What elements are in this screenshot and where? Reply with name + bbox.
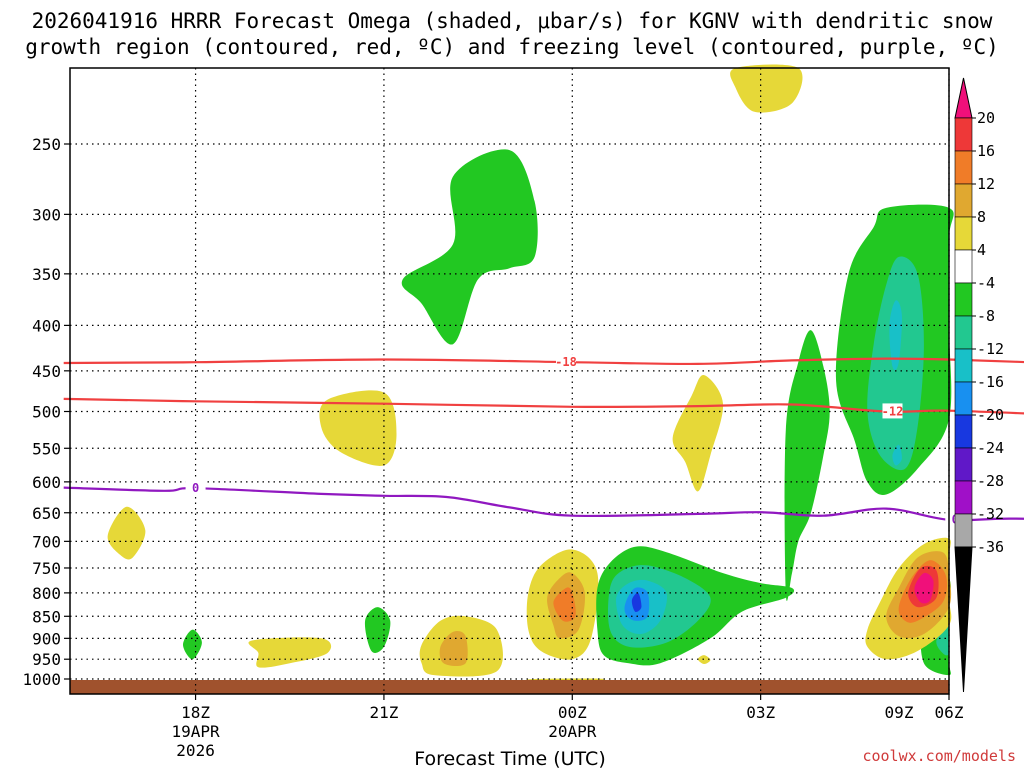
colorbar-segment-5 xyxy=(954,282,973,317)
colorbar-segment-9 xyxy=(954,414,973,449)
colorbar-label-10: -24 xyxy=(977,439,1004,457)
cyan-column-lower xyxy=(892,444,902,466)
colorbar-label-0: 20 xyxy=(977,109,995,127)
yellow-top-center xyxy=(730,64,803,113)
dgz-minus18-line xyxy=(63,357,1024,366)
ytick-label-1000: 1000 xyxy=(22,670,61,689)
colorbar-segment-2 xyxy=(954,183,973,218)
colorbar-segment-10 xyxy=(954,447,973,482)
dgz-minus18-label-bg-0 xyxy=(556,354,577,370)
yellow-small-bottom xyxy=(697,655,711,665)
colorbar-segment-11 xyxy=(954,480,973,515)
y-axis: 250 300 350 400 450 500 550 600 650 700 750 800 850 9… xyxy=(22,135,70,689)
colorbar-segment-1 xyxy=(954,150,973,185)
green-small-lower-left xyxy=(183,629,202,660)
ytick-label-800: 800 xyxy=(32,584,61,603)
colorbar-label-6: -8 xyxy=(977,307,995,325)
yellow-lower-left xyxy=(248,637,332,668)
ytick-label-300: 300 xyxy=(32,205,61,224)
ytick-label-450: 450 xyxy=(32,362,61,381)
plot-frame xyxy=(69,67,950,695)
freezing-level-line xyxy=(63,486,1024,522)
ytick-label-750: 750 xyxy=(32,559,61,578)
ytick-label-350: 350 xyxy=(32,265,61,284)
xtick-label-06Z: 06Z xyxy=(935,703,964,722)
xtick-sub1-00Z: 20APR xyxy=(548,722,597,741)
ytick-label-900: 900 xyxy=(32,629,61,648)
ytick-label-700: 700 xyxy=(32,532,61,551)
colorbar-segment-12 xyxy=(954,513,973,548)
grid-layer xyxy=(70,68,950,694)
ytick-label-550: 550 xyxy=(32,439,61,458)
ytick-label-650: 650 xyxy=(32,504,61,523)
green-upper-left-blob xyxy=(401,149,538,345)
dark-orange-lower-center xyxy=(553,587,576,622)
colorbar-segment-6 xyxy=(954,315,973,350)
ytick-label-250: 250 xyxy=(32,135,61,154)
colorbar-segment-7 xyxy=(954,348,973,383)
orange-lower-center-left xyxy=(439,631,468,667)
colorbar-label-4: 4 xyxy=(977,241,986,259)
chart-title-line1: 2026041916 HRRR Forecast Omega (shaded, … xyxy=(32,9,993,33)
colorbar: 20 16 12 8 4 -4 -8 -12 -16 -20 -24 -28 -32 -36 xyxy=(954,77,1004,693)
xtick-sub2-18Z: 2026 xyxy=(176,741,215,760)
colorbar-top-arrow xyxy=(954,77,973,119)
colorbar-label-13: -36 xyxy=(977,538,1004,556)
colorbar-label-3: 8 xyxy=(977,208,986,226)
xtick-label-03Z: 03Z xyxy=(746,703,775,722)
ytick-label-600: 600 xyxy=(32,473,61,492)
dgz-minus12-label-0: -12 xyxy=(882,404,904,418)
xtick-label-00Z: 00Z xyxy=(558,703,587,722)
chart-title-line2: growth region (contoured, red, ºC) and f… xyxy=(25,35,999,59)
ytick-label-950: 950 xyxy=(32,650,61,669)
colorbar-segment-3 xyxy=(954,216,973,251)
yellow-500mb-center xyxy=(672,374,724,492)
ground-bar xyxy=(70,680,949,694)
freezing-level-label-bg-0 xyxy=(185,480,206,496)
credit-text: coolwx.com/models xyxy=(862,747,1016,765)
xtick-label-21Z: 21Z xyxy=(369,703,398,722)
ytick-label-850: 850 xyxy=(32,607,61,626)
colorbar-segment-4 xyxy=(954,249,973,284)
yellow-500mb-left xyxy=(319,390,397,466)
colorbar-bottom-arrow xyxy=(954,546,973,693)
contour-layer: -18-1200 xyxy=(63,354,1024,527)
xtick-label-18Z: 18Z xyxy=(181,703,210,722)
colorbar-segment-8 xyxy=(954,381,973,416)
colorbar-label-1: 16 xyxy=(977,142,995,160)
colorbar-label-9: -20 xyxy=(977,406,1004,424)
colorbar-label-5: -4 xyxy=(977,274,995,292)
colorbar-label-7: -12 xyxy=(977,340,1004,358)
freezing-level-label-0: 0 xyxy=(192,481,199,495)
dgz-minus18-label-0: -18 xyxy=(555,355,577,369)
ytick-label-400: 400 xyxy=(32,316,61,335)
x-axis-label: Forecast Time (UTC) xyxy=(414,748,605,768)
colorbar-label-11: -28 xyxy=(977,472,1004,490)
cyan-column-right xyxy=(889,300,902,371)
colorbar-segment-0 xyxy=(954,117,973,152)
colorbar-label-8: -16 xyxy=(977,373,1004,391)
colorbar-label-12: -32 xyxy=(977,505,1004,523)
ytick-label-500: 500 xyxy=(32,403,61,422)
xtick-sub1-18Z: 19APR xyxy=(171,722,220,741)
yellow-left-edge xyxy=(107,506,146,560)
magenta-lower-right-center xyxy=(914,572,934,604)
green-tall-column-center xyxy=(784,330,830,602)
dgz-minus12-label-bg-0 xyxy=(882,403,903,419)
colorbar-label-2: 12 xyxy=(977,175,995,193)
xtick-label-09Z: 09Z xyxy=(885,703,914,722)
omega-shaded-layer xyxy=(107,64,954,681)
dgz-minus12-line xyxy=(63,397,1024,415)
dark-blue-lower-center xyxy=(631,592,642,612)
